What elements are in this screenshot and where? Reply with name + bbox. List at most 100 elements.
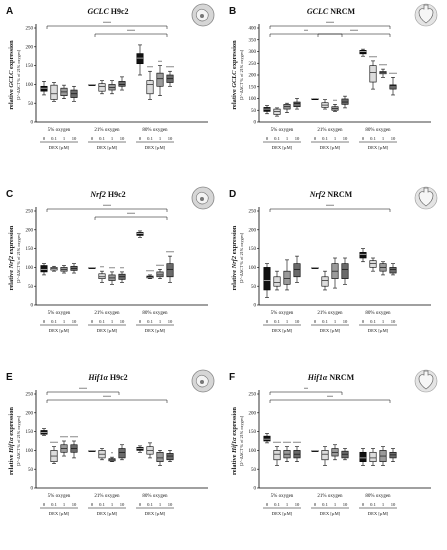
panel-letter: A (6, 6, 13, 17)
panel-title: Hif1α NRCM (307, 373, 355, 382)
dose-label: 0 (362, 319, 365, 324)
dose-label: 10 (343, 502, 348, 507)
y-tick-label: 150 (249, 430, 257, 435)
y-tick-label: 250 (26, 210, 34, 215)
y-tick-label: 250 (249, 210, 257, 215)
box-mark (321, 450, 329, 461)
dex-label: DEX [µM] (97, 511, 118, 516)
y-axis-sublabel: [2^-ΔΔCT % of 21% oxygen] (16, 415, 21, 466)
significance-bracket (269, 208, 391, 212)
group-label: 21% oxygen (317, 128, 343, 133)
y-tick-label: 50 (251, 468, 257, 473)
dose-label: 10 (120, 319, 125, 324)
significance-star: **** (50, 441, 58, 446)
panel-letter: C (6, 189, 13, 200)
dose-label: 10 (391, 136, 396, 141)
significance-bracket (46, 208, 168, 212)
box-mark (369, 451, 377, 462)
panel-letter: F (229, 372, 235, 383)
dose-label: 1 (63, 136, 66, 141)
y-tick-label: 250 (26, 393, 34, 398)
y-tick-label: 250 (249, 393, 257, 398)
bracket-label: **** (103, 395, 111, 400)
y-tick-label: 200 (26, 45, 34, 50)
dose-label: 0 (314, 319, 317, 324)
y-tick-label: 250 (26, 27, 34, 32)
dose-label: 1 (334, 136, 337, 141)
y-axis-sublabel: [2^-ΔΔCT % of 21% oxygen] (239, 415, 244, 466)
dex-label: DEX [µM] (97, 328, 118, 333)
dose-label: 0 (139, 319, 142, 324)
dose-label: 10 (120, 136, 125, 141)
box-mark (156, 72, 164, 87)
panel-e: E Hif1α H9c2 relative Hif1α expression [2^-… (6, 369, 215, 516)
dose-label: 1 (111, 502, 114, 507)
box-mark (40, 265, 48, 273)
panel-title: GCLC NRCM (307, 7, 356, 16)
significance-star: **** (379, 63, 387, 68)
box-mark (283, 270, 291, 285)
y-tick-label: 200 (249, 74, 257, 79)
dose-label: 0.1 (274, 136, 280, 141)
dose-label: 0 (266, 136, 269, 141)
y-axis-label: relative Hif1α expression (231, 407, 238, 475)
significance-star: **** (166, 65, 174, 70)
box-mark (156, 451, 164, 462)
dose-label: 0 (266, 502, 269, 507)
group-label: 80% oxygen (365, 494, 391, 499)
bracket-label: **** (326, 204, 334, 209)
dex-label: DEX [µM] (145, 328, 166, 333)
panel-d: D Nrf2 NRCM relative Nrf2 expression [2^-ΔΔ… (229, 186, 438, 333)
box-mark (118, 81, 126, 87)
dose-label: 10 (343, 319, 348, 324)
dex-label: DEX [µM] (145, 145, 166, 150)
y-axis-label: relative Nrf2 expression (8, 225, 15, 290)
y-tick-label: 200 (249, 228, 257, 233)
significance-star: **** (146, 269, 154, 274)
significance-star: **** (283, 441, 291, 446)
y-axis-label: relative GCLC expression (8, 40, 15, 110)
dex-label: DEX [µM] (145, 511, 166, 516)
y-tick-label: 200 (26, 411, 34, 416)
group-label: 80% oxygen (142, 494, 168, 499)
dex-label: DEX [µM] (49, 511, 70, 516)
significance-star: **** (273, 441, 281, 446)
dose-label: 10 (168, 136, 173, 141)
y-axis-label: relative Hif1α expression (8, 407, 15, 475)
dose-label: 0 (91, 136, 94, 141)
box-mark (273, 108, 281, 115)
dose-label: 10 (72, 136, 77, 141)
y-axis-sublabel: [2^-ΔΔCT % of 21% oxygen] (239, 49, 244, 100)
dose-label: 0.1 (99, 319, 105, 324)
group-label: 80% oxygen (142, 311, 168, 316)
significance-bracket (317, 33, 391, 37)
box-mark (389, 267, 397, 274)
dose-label: 10 (343, 136, 348, 141)
dose-label: 0.1 (99, 502, 105, 507)
group-label: 21% oxygen (317, 311, 343, 316)
dose-label: 1 (382, 319, 385, 324)
dose-label: 10 (168, 319, 173, 324)
dose-label: 1 (111, 136, 114, 141)
box-mark (341, 98, 349, 105)
y-tick-label: 50 (28, 285, 34, 290)
group-label: 5% oxygen (271, 128, 294, 133)
bracket-label: **** (350, 29, 358, 34)
significance-bracket (46, 399, 168, 403)
dose-label: 10 (391, 502, 396, 507)
dose-label: 0 (43, 319, 46, 324)
dose-label: 1 (334, 502, 337, 507)
y-tick-label: 100 (26, 449, 34, 454)
y-tick-label: 150 (26, 430, 34, 435)
dose-label: 0.1 (274, 319, 280, 324)
dose-label: 0 (91, 319, 94, 324)
significance-bracket (269, 399, 391, 403)
dose-label: 1 (63, 502, 66, 507)
box-mark (359, 451, 367, 462)
dose-label: 0.1 (147, 502, 153, 507)
dose-label: 1 (286, 136, 289, 141)
cell-dot (200, 197, 204, 201)
dose-label: 1 (111, 319, 114, 324)
bracket-label: **** (79, 387, 87, 392)
box-mark (263, 267, 271, 291)
